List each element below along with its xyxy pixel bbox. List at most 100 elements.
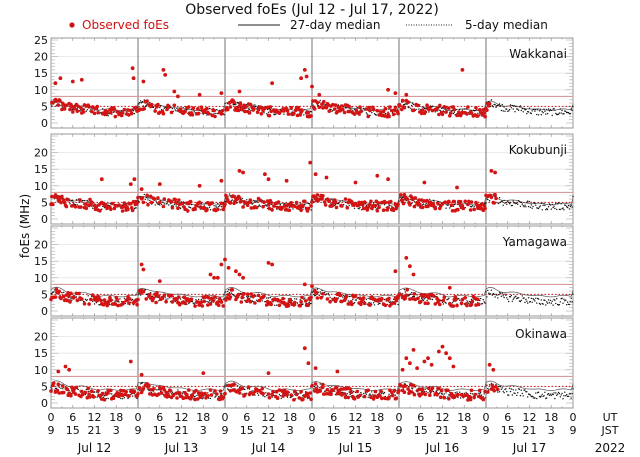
median-5day-point <box>532 205 534 208</box>
median-5day-point <box>473 205 475 208</box>
median-5day-point <box>135 207 137 209</box>
median-5day-point <box>515 389 517 391</box>
observed-point <box>393 91 398 95</box>
median-5day-point <box>504 110 506 113</box>
observed-point <box>427 296 431 300</box>
observed-point <box>418 202 422 207</box>
median-5day-point <box>248 108 251 110</box>
median-5day-point <box>540 114 542 116</box>
observed-point <box>83 390 88 395</box>
observed-point <box>315 296 320 300</box>
median-5day-point <box>539 205 542 207</box>
observed-point <box>266 261 271 265</box>
median-5day-point <box>509 296 512 298</box>
y-axis-label: foEs (MHz) <box>18 194 32 258</box>
median-5day-point <box>353 390 355 393</box>
median-5day-point <box>83 199 86 202</box>
median-5day-point <box>416 294 418 296</box>
observed-point <box>460 68 465 72</box>
observed-point <box>361 203 365 207</box>
observed-point <box>141 387 146 391</box>
median-5day-point <box>191 300 194 303</box>
median-5day-point <box>207 392 209 394</box>
observed-point <box>411 108 416 113</box>
median-5day-point <box>192 302 194 304</box>
observed-point <box>58 99 62 103</box>
median-5day-point <box>518 200 521 203</box>
observed-point <box>132 389 137 394</box>
x-axis: 0 6 12 18 0 6 12 18 0 6 12 18 0 6 12 18 0 6 12 18 0 6 12 18 09 15… <box>48 411 626 455</box>
median-5day-point <box>208 301 210 303</box>
median-5day-point <box>499 105 502 107</box>
observed-point <box>392 108 397 112</box>
observed-point <box>53 295 58 299</box>
median-5day-point <box>571 393 573 395</box>
median-5day-point <box>209 209 212 211</box>
median-5day-point <box>355 299 358 301</box>
panels: 2520151050Wakkanai20151050Kokubunji20151… <box>34 34 574 410</box>
x-tick-label-ut: 12 <box>175 411 189 424</box>
observed-point <box>270 392 274 397</box>
median-5day-point <box>535 204 537 206</box>
median-5day-point <box>454 203 456 205</box>
observed-point <box>257 298 262 303</box>
median-5day-point <box>546 301 548 303</box>
median-5day-point <box>371 391 373 393</box>
observed-point <box>375 173 380 178</box>
x-tick-label-jst: 9 <box>570 424 577 437</box>
median-5day-point <box>452 112 455 115</box>
observed-point <box>309 397 313 402</box>
observed-point <box>469 200 474 204</box>
median-5day-point <box>218 205 221 207</box>
median-5day-point <box>225 291 227 293</box>
observed-point <box>343 197 348 201</box>
observed-point <box>56 369 61 374</box>
median-5day-point <box>308 301 310 304</box>
observed-point <box>383 396 388 401</box>
observed-point <box>460 297 465 302</box>
median-5day-point <box>194 395 196 398</box>
observed-point <box>396 202 400 207</box>
observed-point <box>217 397 222 402</box>
observed-point <box>183 207 187 211</box>
x-tick-label-ut: 12 <box>349 411 363 424</box>
median-5day-point <box>520 201 522 204</box>
observed-point <box>324 105 329 110</box>
median-5day-point <box>506 203 508 206</box>
median-5day-point <box>498 202 500 205</box>
observed-point <box>326 103 331 107</box>
x-tick-label-jst: 15 <box>153 424 167 437</box>
median-5day-point <box>186 109 188 111</box>
observed-point <box>399 107 404 112</box>
year-label: 2022 <box>595 441 626 455</box>
observed-point <box>348 387 352 391</box>
median-5day-point <box>93 391 96 393</box>
observed-point <box>238 200 243 204</box>
median-5day-point <box>155 389 157 391</box>
median-5day-point <box>53 291 55 293</box>
observed-point <box>268 105 273 109</box>
median-5day-point <box>488 292 490 294</box>
median-5day-point <box>329 296 331 298</box>
median-5day-point <box>534 110 536 112</box>
observed-point <box>215 392 219 396</box>
median-5day-point <box>486 296 488 298</box>
observed-point <box>420 108 425 112</box>
observed-point <box>416 296 420 301</box>
observed-point <box>90 389 94 394</box>
observed-point <box>151 296 156 301</box>
median-5day-point <box>154 204 156 206</box>
observed-point <box>447 285 452 290</box>
median-5day-point <box>82 200 84 202</box>
observed-point <box>452 395 457 400</box>
median-5day-point <box>398 200 400 202</box>
median-5day-point <box>429 198 431 201</box>
observed-point <box>391 208 396 213</box>
median-5day-point <box>196 394 198 397</box>
x-tick-label-ut: 18 <box>457 411 471 424</box>
observed-point <box>162 388 167 392</box>
median-5day-point <box>549 108 551 111</box>
observed-point <box>297 107 302 112</box>
observed-point <box>322 200 327 204</box>
observed-point <box>315 193 320 197</box>
